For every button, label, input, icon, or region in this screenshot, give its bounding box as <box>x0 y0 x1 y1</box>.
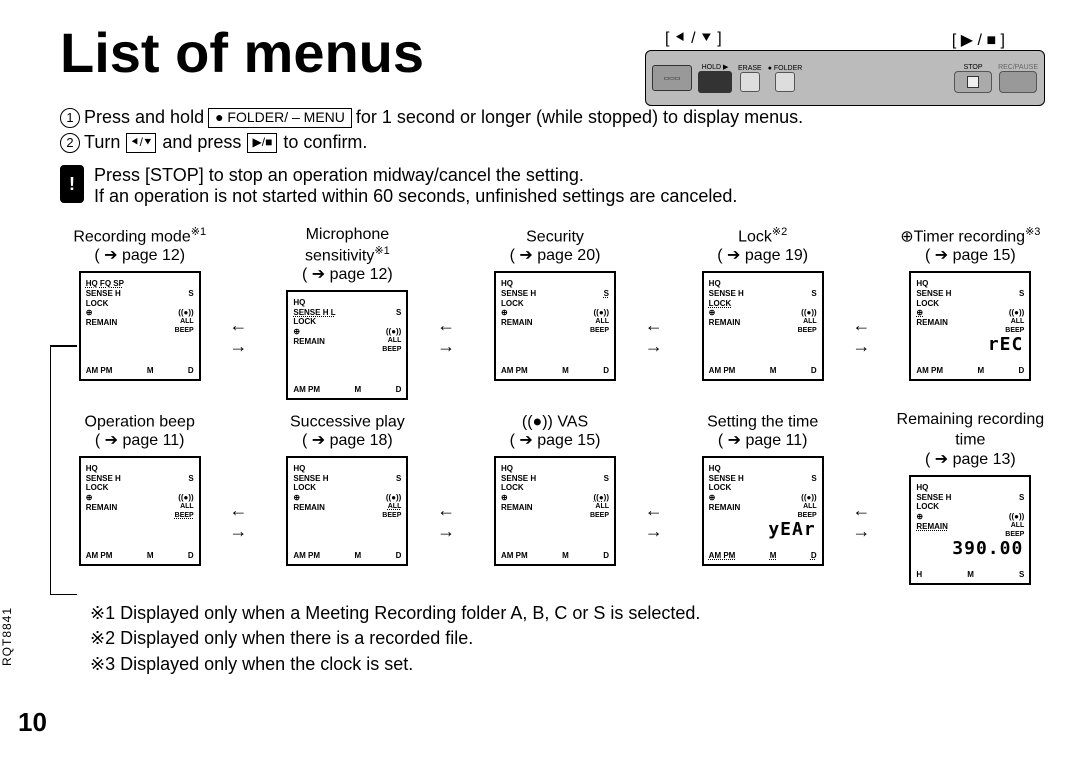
menu-cell: ((●)) VAS ( ➔ page 15) HQ SENSE HS LOCK … <box>475 410 634 566</box>
notice-block: ! Press [STOP] to stop an operation midw… <box>60 165 1050 207</box>
step2-text-a: Turn <box>84 130 120 155</box>
lcd-display: HQ SENSE HS LOCK ⊕((●)) REMAINALL BEEP A… <box>494 456 616 566</box>
menu-cell: Recording mode※1 ( ➔ page 12) HQ FQ SP S… <box>60 225 219 381</box>
menu-label: Successive play ( ➔ page 18) <box>268 410 427 450</box>
nav-arrow-icon: ← → <box>437 315 465 357</box>
menu-label: ⊕Timer recording※3 ( ➔ page 15) <box>891 225 1050 265</box>
menu-cell: Remaining recording time ( ➔ page 13) HQ… <box>891 410 1050 585</box>
step2-text-c: to confirm. <box>283 130 367 155</box>
step-2-icon: 2 <box>60 133 80 153</box>
lcd-display: HQ SENSE HS LOCK ⊕((●)) REMAINALL BEEP A… <box>79 456 201 566</box>
jog-left-marker: [ ⯇ / ⯆ ] <box>665 30 722 50</box>
lcd-display: HQ SENSE HS LOCK ⊕((●)) REMAINALL BEEP A… <box>286 456 408 566</box>
menu-label: Recording mode※1 ( ➔ page 12) <box>60 225 219 265</box>
notice-line-2: If an operation is not started within 60… <box>94 186 737 207</box>
menu-label: Operation beep ( ➔ page 11) <box>60 410 219 450</box>
menu-cell: Successive play ( ➔ page 18) HQ SENSE HS… <box>268 410 427 566</box>
menu-cell: Operation beep ( ➔ page 11) HQ SENSE HS … <box>60 410 219 566</box>
step-1-icon: 1 <box>60 108 80 128</box>
footnotes: ※1 Displayed only when a Meeting Recordi… <box>60 601 1050 677</box>
notice-icon: ! <box>60 165 84 203</box>
nav-arrow-icon: ← → <box>229 315 257 357</box>
footnote-3: ※3 Displayed only when the clock is set. <box>90 652 1050 677</box>
document-code: RQT8841 <box>0 607 14 666</box>
lcd-display: HQ SENSE HS LOCK ⊕((●)) REMAINALL BEEP r… <box>909 271 1031 381</box>
menu-grid: Recording mode※1 ( ➔ page 12) HQ FQ SP S… <box>60 225 1050 585</box>
lcd-display: HQ SENSE HS LOCK ⊕((●)) REMAINALL BEEP A… <box>494 271 616 381</box>
menu-cell: ⊕Timer recording※3 ( ➔ page 15) HQ SENSE… <box>891 225 1050 381</box>
menu-label: Setting the time ( ➔ page 11) <box>683 410 842 450</box>
device-illustration: [ ⯇ / ⯆ ] [ ▶ / ■ ] ▭▭▭ HOLD ▶ ERASE ● F… <box>645 30 1045 106</box>
menu-label: ((●)) VAS ( ➔ page 15) <box>475 410 634 450</box>
menu-label: Remaining recording time ( ➔ page 13) <box>891 410 1050 469</box>
stop-label: STOP <box>964 64 983 71</box>
lcd-display: HQ FQ SP SENSE HS LOCK ⊕((●)) REMAINALL … <box>79 271 201 381</box>
menu-cell: Security ( ➔ page 20) HQ SENSE HS LOCK ⊕… <box>475 225 634 381</box>
menu-cell: Microphone sensitivity※1 ( ➔ page 12) HQ… <box>268 225 427 400</box>
menu-cell: Setting the time ( ➔ page 11) HQ SENSE H… <box>683 410 842 566</box>
page-title: List of menus <box>60 20 424 85</box>
recpause-label: REC/PAUSE <box>998 64 1038 71</box>
instructions: 1 Press and hold ● FOLDER/ – MENU for 1 … <box>60 105 1050 155</box>
folder-menu-key: ● FOLDER/ – MENU <box>208 108 352 128</box>
wrap-connector <box>50 345 70 595</box>
nav-arrow-icon: ← → <box>645 315 673 357</box>
nav-arrow-icon: ← → <box>852 500 880 542</box>
nav-arrow-icon: ← → <box>852 315 880 357</box>
jog-key-icon: ⯇/⯆ <box>126 133 156 153</box>
lcd-display: HQ SENSE HS LOCK ⊕((●)) REMAINALL BEEP y… <box>702 456 824 566</box>
page-number: 10 <box>18 707 47 738</box>
nav-arrow-icon: ← → <box>645 500 673 542</box>
folder-label: ● FOLDER <box>768 65 803 72</box>
hold-label: HOLD ▶ <box>702 63 729 71</box>
footnote-1: ※1 Displayed only when a Meeting Recordi… <box>90 601 1050 626</box>
menu-label: Microphone sensitivity※1 ( ➔ page 12) <box>268 225 427 284</box>
step1-text-b: for 1 second or longer (while stopped) t… <box>356 105 803 130</box>
lcd-display: HQ SENSE H LS LOCK ⊕((●)) REMAINALL BEEP… <box>286 290 408 400</box>
play-stop-key-icon: ▶/■ <box>247 133 277 153</box>
step1-text-a: Press and hold <box>84 105 204 130</box>
nav-arrow-icon: ← → <box>229 500 257 542</box>
erase-label: ERASE <box>738 65 762 72</box>
play-stop-marker: [ ▶ / ■ ] <box>952 30 1005 50</box>
notice-line-1: Press [STOP] to stop an operation midway… <box>94 165 737 186</box>
menu-label: Security ( ➔ page 20) <box>475 225 634 265</box>
footnote-2: ※2 Displayed only when there is a record… <box>90 626 1050 651</box>
manual-page: List of menus [ ⯇ / ⯆ ] [ ▶ / ■ ] ▭▭▭ HO… <box>0 0 1080 766</box>
nav-arrow-icon: ← → <box>437 500 465 542</box>
step2-text-b: and press <box>162 130 241 155</box>
menu-cell: Lock※2 ( ➔ page 19) HQ SENSE HS LOCK ⊕((… <box>683 225 842 381</box>
lcd-display: HQ SENSE HS LOCK ⊕((●)) REMAINALL BEEP A… <box>702 271 824 381</box>
menu-label: Lock※2 ( ➔ page 19) <box>683 225 842 265</box>
lcd-display: HQ SENSE HS LOCK ⊕((●)) REMAINALL BEEP 3… <box>909 475 1031 585</box>
